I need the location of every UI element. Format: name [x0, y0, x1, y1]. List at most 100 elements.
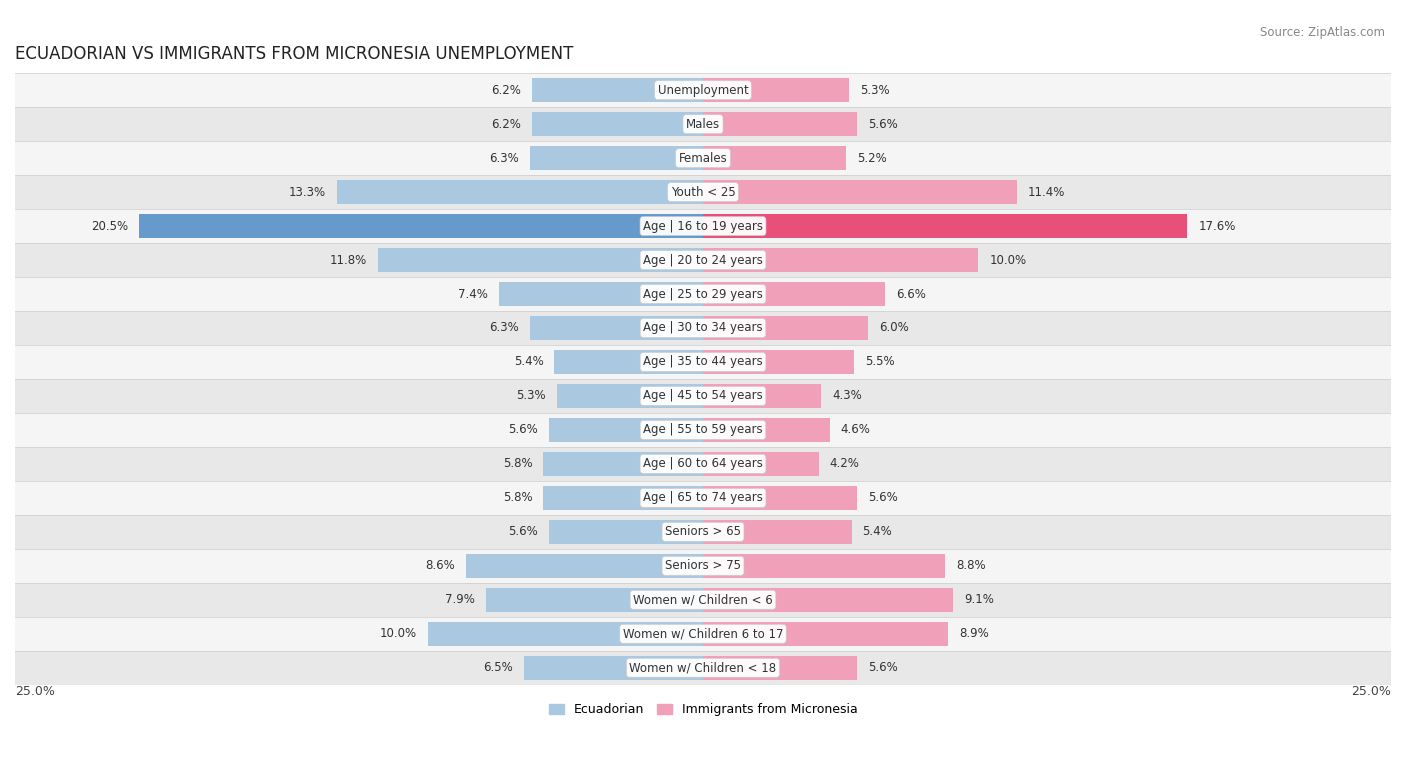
Text: 5.3%: 5.3%: [516, 389, 546, 403]
Text: Source: ZipAtlas.com: Source: ZipAtlas.com: [1260, 26, 1385, 39]
Bar: [378, 248, 703, 273]
Text: 5.6%: 5.6%: [868, 117, 898, 131]
Bar: [703, 452, 818, 476]
Text: Seniors > 75: Seniors > 75: [665, 559, 741, 572]
Bar: [703, 656, 858, 680]
Text: 5.8%: 5.8%: [503, 491, 533, 504]
Text: 6.0%: 6.0%: [879, 322, 908, 335]
Legend: Ecuadorian, Immigrants from Micronesia: Ecuadorian, Immigrants from Micronesia: [544, 698, 862, 721]
Bar: [15, 107, 1391, 141]
Bar: [15, 311, 1391, 345]
Bar: [703, 78, 849, 102]
Bar: [15, 617, 1391, 651]
Bar: [15, 73, 1391, 107]
Text: Age | 65 to 74 years: Age | 65 to 74 years: [643, 491, 763, 504]
Text: ECUADORIAN VS IMMIGRANTS FROM MICRONESIA UNEMPLOYMENT: ECUADORIAN VS IMMIGRANTS FROM MICRONESIA…: [15, 45, 574, 64]
Text: 4.2%: 4.2%: [830, 457, 859, 470]
Text: 10.0%: 10.0%: [990, 254, 1026, 266]
Text: 5.2%: 5.2%: [858, 151, 887, 164]
Bar: [703, 282, 884, 307]
Text: 5.8%: 5.8%: [503, 457, 533, 470]
Bar: [467, 553, 703, 578]
Bar: [337, 180, 703, 204]
Text: Age | 45 to 54 years: Age | 45 to 54 years: [643, 389, 763, 403]
Text: Women w/ Children < 18: Women w/ Children < 18: [630, 662, 776, 674]
Bar: [543, 486, 703, 510]
Bar: [15, 175, 1391, 209]
Bar: [15, 345, 1391, 379]
Text: 13.3%: 13.3%: [288, 185, 326, 198]
Text: 6.6%: 6.6%: [896, 288, 925, 301]
Bar: [703, 384, 821, 408]
Bar: [703, 553, 945, 578]
Text: Age | 35 to 44 years: Age | 35 to 44 years: [643, 356, 763, 369]
Bar: [533, 78, 703, 102]
Bar: [554, 350, 703, 374]
Text: 6.5%: 6.5%: [484, 662, 513, 674]
Text: 17.6%: 17.6%: [1198, 220, 1236, 232]
Text: Age | 16 to 19 years: Age | 16 to 19 years: [643, 220, 763, 232]
Text: 6.2%: 6.2%: [492, 117, 522, 131]
Bar: [548, 519, 703, 544]
Bar: [499, 282, 703, 307]
Text: Youth < 25: Youth < 25: [671, 185, 735, 198]
Bar: [15, 583, 1391, 617]
Text: 11.4%: 11.4%: [1028, 185, 1066, 198]
Bar: [15, 243, 1391, 277]
Bar: [15, 651, 1391, 685]
Bar: [15, 277, 1391, 311]
Text: 5.6%: 5.6%: [868, 662, 898, 674]
Text: 10.0%: 10.0%: [380, 628, 416, 640]
Text: 6.3%: 6.3%: [489, 322, 519, 335]
Text: Age | 55 to 59 years: Age | 55 to 59 years: [643, 423, 763, 437]
Text: 4.6%: 4.6%: [841, 423, 870, 437]
Text: Women w/ Children < 6: Women w/ Children < 6: [633, 593, 773, 606]
Bar: [15, 209, 1391, 243]
Bar: [703, 146, 846, 170]
Text: 5.6%: 5.6%: [508, 525, 538, 538]
Bar: [703, 486, 858, 510]
Bar: [139, 213, 703, 238]
Bar: [15, 481, 1391, 515]
Text: Unemployment: Unemployment: [658, 84, 748, 97]
Text: 5.5%: 5.5%: [865, 356, 896, 369]
Text: 5.6%: 5.6%: [868, 491, 898, 504]
Bar: [15, 141, 1391, 175]
Text: 8.8%: 8.8%: [956, 559, 986, 572]
Bar: [703, 587, 953, 612]
Text: 8.6%: 8.6%: [426, 559, 456, 572]
Bar: [557, 384, 703, 408]
Text: 5.6%: 5.6%: [508, 423, 538, 437]
Text: Women w/ Children 6 to 17: Women w/ Children 6 to 17: [623, 628, 783, 640]
Text: Age | 25 to 29 years: Age | 25 to 29 years: [643, 288, 763, 301]
Text: 5.4%: 5.4%: [863, 525, 893, 538]
Text: 5.4%: 5.4%: [513, 356, 543, 369]
Text: 11.8%: 11.8%: [330, 254, 367, 266]
Bar: [703, 316, 868, 340]
Text: 8.9%: 8.9%: [959, 628, 988, 640]
Bar: [524, 656, 703, 680]
Bar: [703, 248, 979, 273]
Text: Males: Males: [686, 117, 720, 131]
Text: 6.2%: 6.2%: [492, 84, 522, 97]
Bar: [485, 587, 703, 612]
Bar: [427, 621, 703, 646]
Bar: [15, 379, 1391, 413]
Text: 7.9%: 7.9%: [444, 593, 475, 606]
Text: 25.0%: 25.0%: [1351, 685, 1391, 699]
Text: 20.5%: 20.5%: [91, 220, 128, 232]
Text: 25.0%: 25.0%: [15, 685, 55, 699]
Bar: [533, 112, 703, 136]
Bar: [530, 316, 703, 340]
Bar: [703, 180, 1017, 204]
Text: 6.3%: 6.3%: [489, 151, 519, 164]
Bar: [703, 621, 948, 646]
Bar: [15, 549, 1391, 583]
Bar: [703, 350, 855, 374]
Bar: [15, 413, 1391, 447]
Bar: [15, 447, 1391, 481]
Text: Age | 30 to 34 years: Age | 30 to 34 years: [643, 322, 763, 335]
Bar: [703, 213, 1187, 238]
Bar: [548, 418, 703, 442]
Text: Age | 20 to 24 years: Age | 20 to 24 years: [643, 254, 763, 266]
